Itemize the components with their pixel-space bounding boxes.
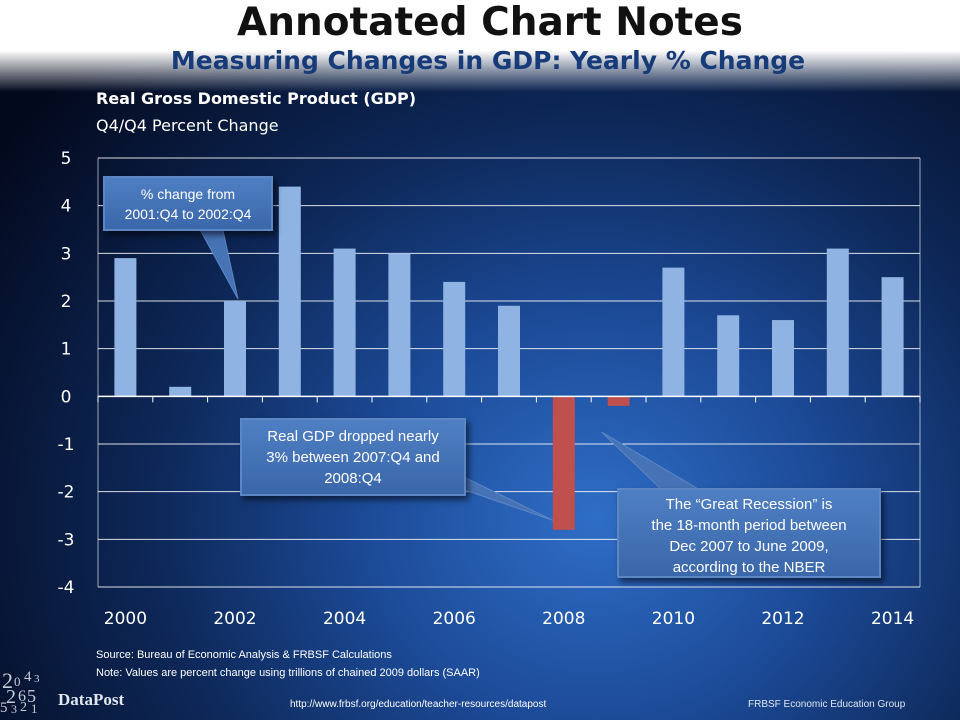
y-tick-label: 0 <box>61 387 72 407</box>
brand-label: DataPost <box>58 690 125 709</box>
bar-2010 <box>662 267 685 397</box>
bar-2013 <box>826 248 849 397</box>
bar-2011 <box>717 315 740 397</box>
callout-2002: % change from 2001:Q4 to 2002:Q4 <box>103 176 273 231</box>
x-axis-labels: 2000 2002 2004 2006 2008 2010 2012 2014 <box>104 609 914 629</box>
x-tick-label: 2004 <box>323 609 366 629</box>
source-url[interactable]: http://www.frbsf.org/education/teacher-r… <box>290 699 547 710</box>
x-tick-label: 2010 <box>652 609 695 629</box>
x-tick-label: 2014 <box>871 609 914 629</box>
y-tick-label: -1 <box>58 435 75 455</box>
values-note: Note: Values are percent change using tr… <box>96 667 480 679</box>
org-label: FRBSF Economic Education Group <box>748 699 906 710</box>
y-tick-label: 3 <box>61 244 72 264</box>
page-title: Annotated Chart Notes <box>237 0 743 45</box>
bar-2007 <box>498 305 520 397</box>
bar-2000 <box>114 258 137 397</box>
y-tick-label: -4 <box>58 578 75 598</box>
bar-2008 <box>552 396 575 530</box>
page-subtitle: Measuring Changes in GDP: Yearly % Chang… <box>170 46 806 75</box>
callout-2008-drop: Real GDP dropped nearly 3% between 2007:… <box>240 418 466 496</box>
pointer-recession <box>601 431 702 491</box>
source-note: Source: Bureau of Economic Analysis & FR… <box>96 649 392 661</box>
bar-2009 <box>607 396 630 406</box>
y-tick-label: 4 <box>61 197 72 217</box>
title-banner <box>0 0 960 92</box>
x-tick-label: 2008 <box>542 609 585 629</box>
bar-2012 <box>772 320 794 397</box>
bars <box>114 186 904 530</box>
y-tick-label: 5 <box>61 149 72 169</box>
chart-subtitle: Q4/Q4 Percent Change <box>96 116 279 135</box>
x-tick-label: 2000 <box>104 609 147 629</box>
bar-2001 <box>169 386 192 397</box>
bar-2004 <box>333 248 356 397</box>
y-axis-labels: 5 4 3 2 1 0 -1 -2 -3 -4 <box>58 149 75 598</box>
x-tick-label: 2012 <box>761 609 804 629</box>
bar-2014 <box>881 277 904 397</box>
bar-2003 <box>278 186 301 397</box>
y-tick-label: 2 <box>61 292 72 312</box>
callout-great-recession: The “Great Recession” is the 18-month pe… <box>617 488 881 578</box>
y-tick-label: -2 <box>58 483 75 503</box>
bar-2002 <box>224 301 246 397</box>
bar-2006 <box>443 281 466 397</box>
pointer-2002 <box>197 225 239 300</box>
bar-2005 <box>388 253 411 397</box>
footnotes: Source: Bureau of Economic Analysis & FR… <box>96 646 480 682</box>
y-tick-label: 1 <box>61 340 72 360</box>
tick-marks <box>97 395 921 403</box>
x-tick-label: 2006 <box>433 609 476 629</box>
datapost-logo: 2 0 4 3 2 6 5 5 3 2 1 <box>0 670 40 716</box>
chart-title: Real Gross Domestic Product (GDP) <box>96 89 417 108</box>
y-tick-label: -3 <box>58 530 75 550</box>
x-tick-label: 2002 <box>213 609 256 629</box>
